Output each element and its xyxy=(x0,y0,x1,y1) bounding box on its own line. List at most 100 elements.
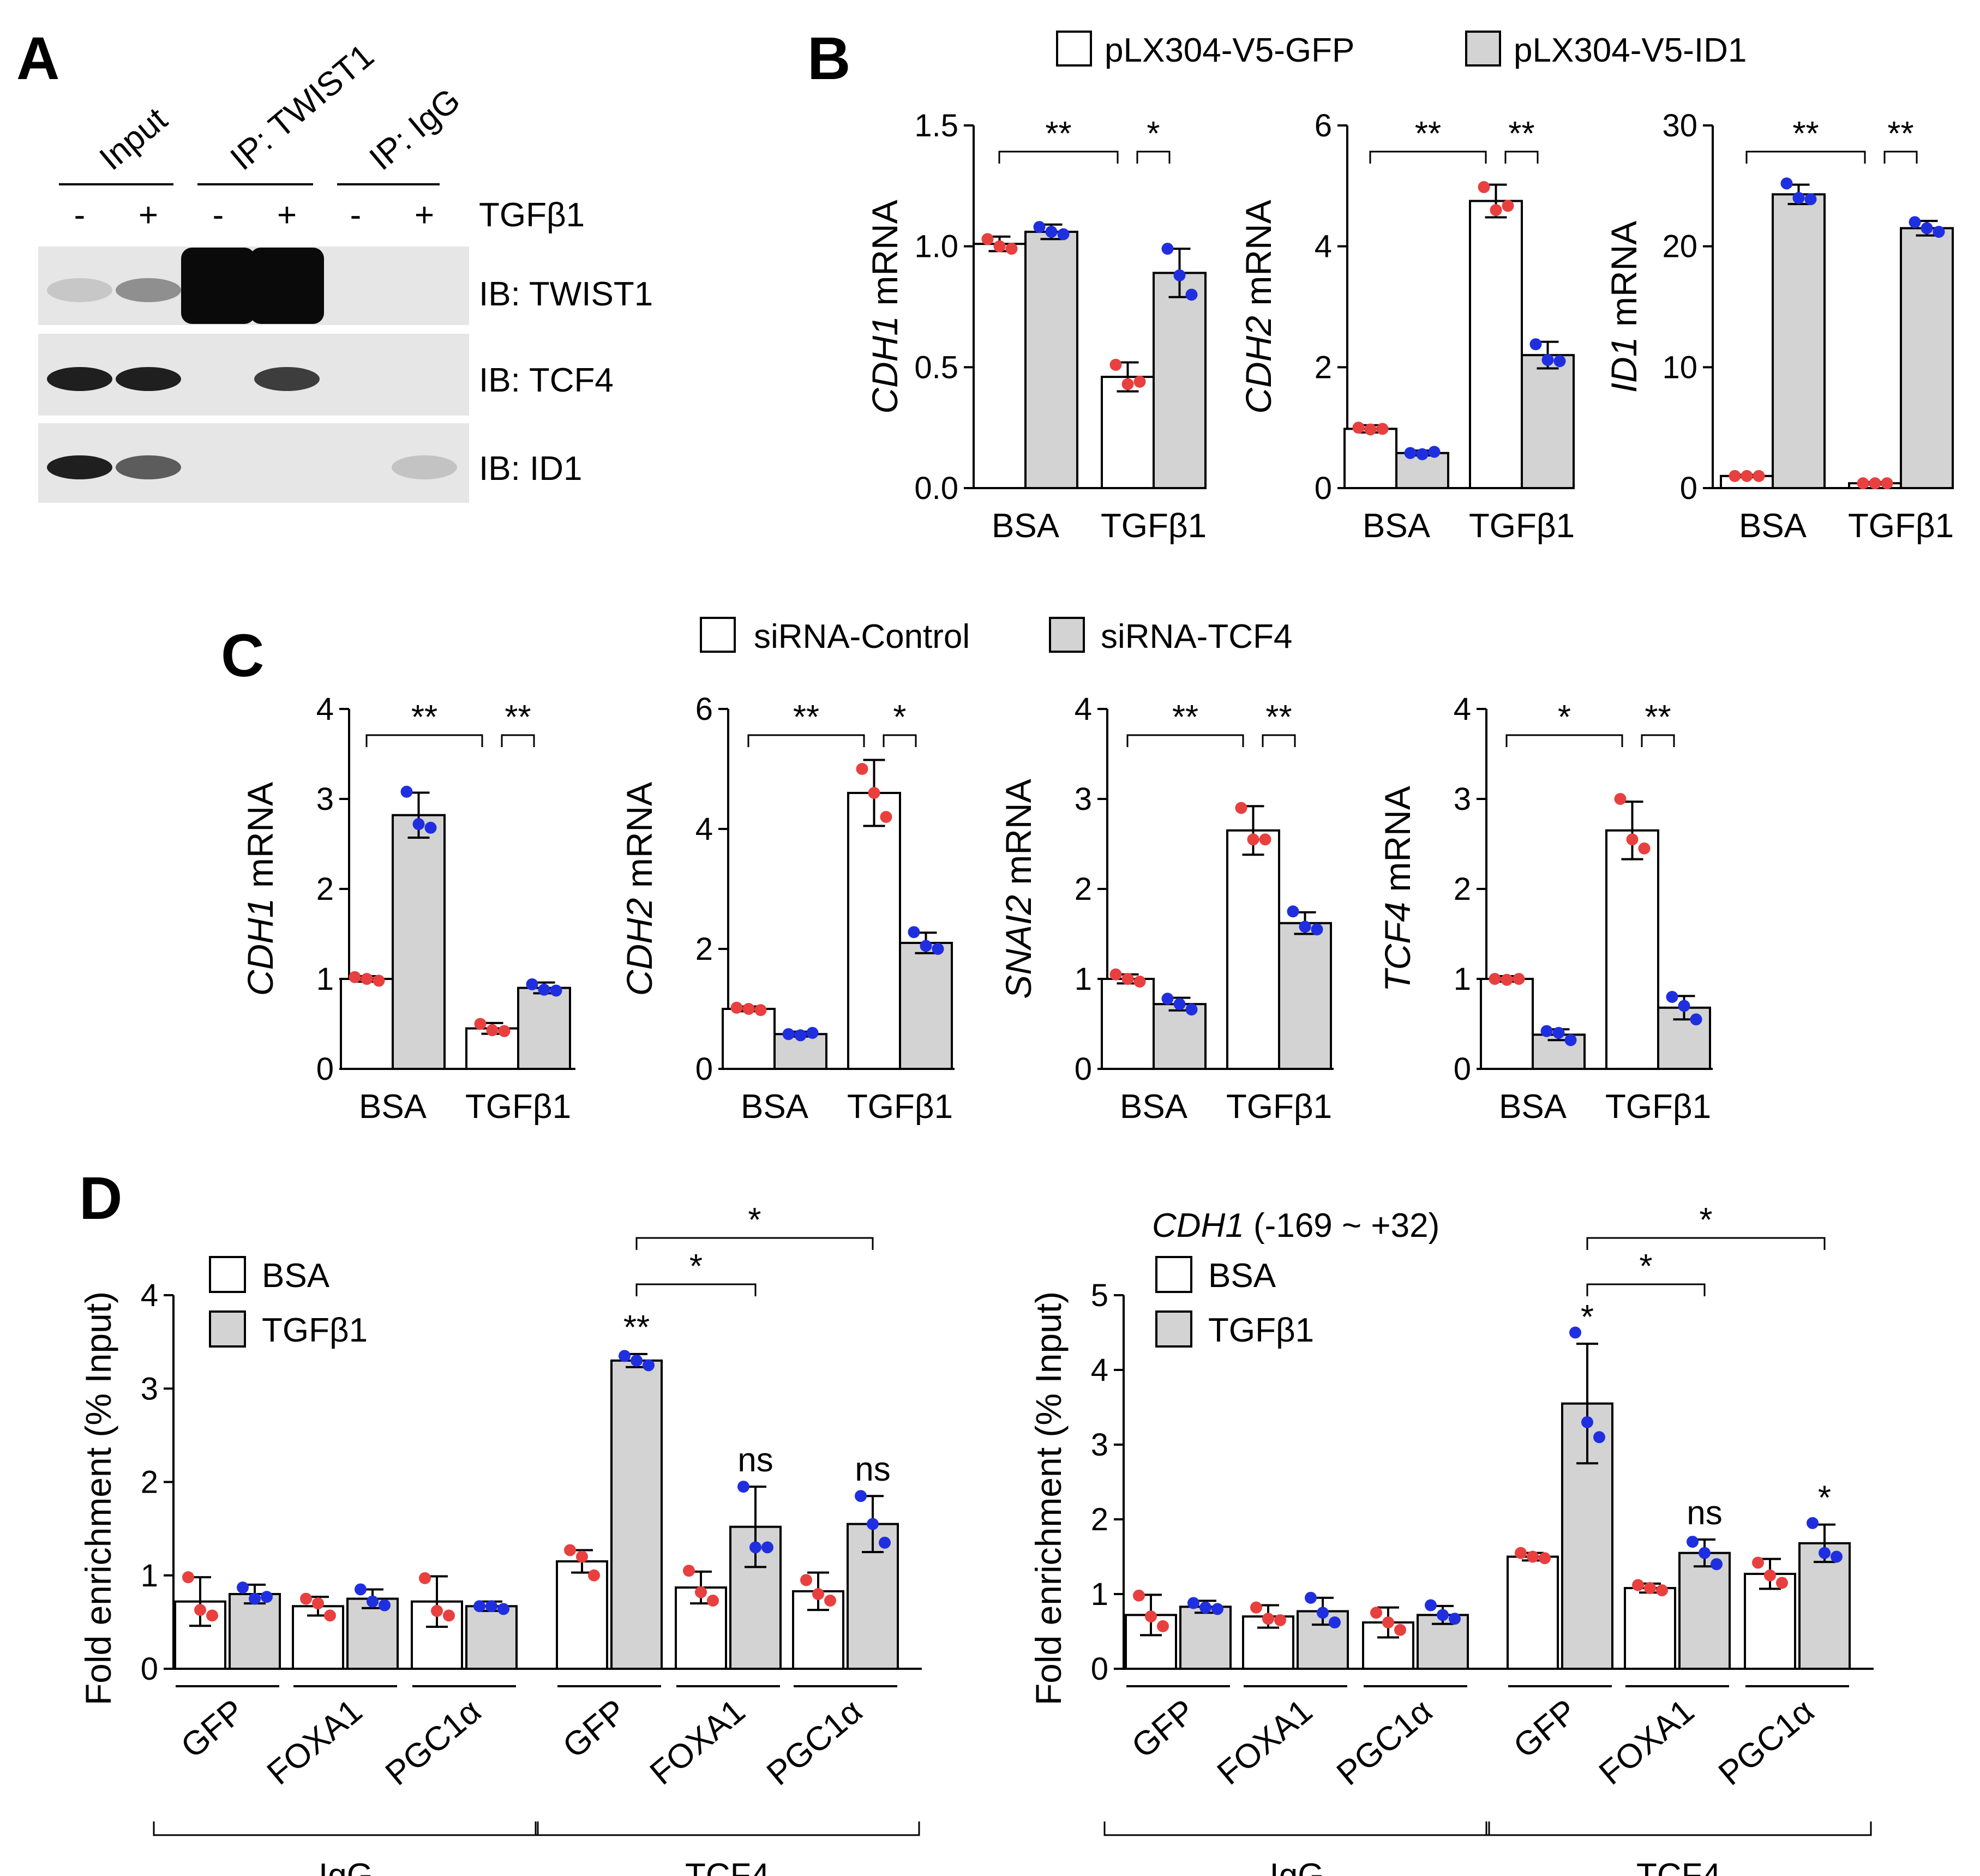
data-point xyxy=(1513,973,1525,985)
data-point xyxy=(619,1350,631,1362)
y-tick-label: 20 xyxy=(1662,229,1697,264)
bar xyxy=(847,792,901,1070)
bar xyxy=(1226,829,1280,1070)
data-point xyxy=(754,1004,767,1017)
y-tick-label: 4 xyxy=(1315,229,1332,264)
blot-band xyxy=(254,367,320,391)
y-tick-label: 0 xyxy=(1315,471,1332,506)
data-point xyxy=(367,1595,379,1608)
y-axis-label-gene: CDH1 xyxy=(240,898,280,996)
data-point xyxy=(1033,221,1046,233)
data-point xyxy=(1364,423,1377,436)
y-tick-label: 1 xyxy=(1454,961,1471,997)
significance-label: * xyxy=(748,1201,761,1239)
bar xyxy=(517,987,571,1070)
data-point xyxy=(355,1583,367,1596)
data-point xyxy=(312,1597,324,1610)
x-tick-label: TGFβ1 xyxy=(1101,507,1207,545)
data-point xyxy=(794,1029,807,1042)
data-point xyxy=(1133,375,1146,388)
data-point xyxy=(1109,968,1122,981)
blot-band xyxy=(116,367,181,391)
data-point xyxy=(588,1569,600,1582)
legend-label-tgfb1: TGFβ1 xyxy=(1208,1312,1314,1349)
data-point xyxy=(1807,1517,1819,1529)
y-tick-label: 0 xyxy=(1075,1051,1092,1087)
data-point xyxy=(908,926,920,939)
data-point xyxy=(1305,1591,1317,1604)
y-axis-label: CDH1 mRNA xyxy=(240,782,280,996)
data-point xyxy=(868,787,880,799)
y-tick-label: 1 xyxy=(1075,961,1092,997)
data-point xyxy=(1173,998,1186,1011)
significance-bracket xyxy=(501,734,535,747)
x-tick-label: PGC1α xyxy=(760,1692,869,1793)
bar xyxy=(465,1605,518,1670)
x-tick-label: BSA xyxy=(741,1088,809,1126)
significance-label: ** xyxy=(1887,115,1913,153)
data-point xyxy=(373,975,385,987)
data-point xyxy=(1437,1609,1449,1621)
significance-bracket xyxy=(1586,1237,1826,1250)
y-axis-label: SNAI2 mRNA xyxy=(998,779,1039,999)
blot-band xyxy=(392,455,457,479)
data-point xyxy=(182,1571,194,1584)
significance-label: ** xyxy=(1645,699,1671,736)
lane-label: + xyxy=(277,196,297,234)
bar xyxy=(1480,978,1534,1070)
x-tick-label: PGC1α xyxy=(379,1692,488,1793)
data-point xyxy=(782,1028,795,1041)
blot-band xyxy=(47,367,112,391)
data-point xyxy=(1502,200,1514,212)
data-point xyxy=(1311,923,1323,936)
lane-label: + xyxy=(415,196,434,234)
data-point xyxy=(1133,975,1146,988)
data-point xyxy=(424,821,437,834)
y-axis-label-gene: CDH2 xyxy=(1238,316,1279,414)
bar xyxy=(1278,922,1332,1070)
legend-swatch-sirna-control xyxy=(700,617,736,653)
bar xyxy=(1605,829,1659,1070)
bar xyxy=(392,814,446,1070)
lane-label: - xyxy=(350,196,362,234)
y-axis-label-unit: mRNA xyxy=(1238,200,1279,316)
data-point xyxy=(730,1001,743,1014)
significance-label: ** xyxy=(411,699,437,736)
data-point xyxy=(1529,338,1542,351)
data-point xyxy=(1909,216,1921,229)
panel-a-letter: A xyxy=(16,25,59,92)
x-tick-label: BSA xyxy=(1739,507,1807,545)
lane-label: - xyxy=(213,196,224,234)
data-point xyxy=(1262,1613,1274,1625)
y-tick-label: 4 xyxy=(141,1278,158,1313)
bar xyxy=(1798,1542,1851,1670)
y-tick-label: 4 xyxy=(1454,692,1471,727)
y-axis-label: ID1 mRNA xyxy=(1604,221,1644,393)
y-tick-label: 2 xyxy=(1075,871,1092,907)
y-tick-label: 0 xyxy=(1091,1651,1108,1687)
significance-label: ** xyxy=(505,699,531,736)
panel-b-letter: B xyxy=(807,25,850,92)
y-axis-label-unit: mRNA xyxy=(1604,221,1644,337)
data-point xyxy=(1287,905,1299,918)
data-point xyxy=(1157,1620,1169,1632)
data-point xyxy=(497,1603,509,1615)
data-point xyxy=(1933,226,1945,238)
data-point xyxy=(856,763,868,775)
y-axis-label-unit: mRNA xyxy=(240,782,280,898)
x-tick-label: GFP xyxy=(1125,1692,1202,1766)
y-tick-label: 0 xyxy=(695,1051,713,1087)
y-tick-label: 1.5 xyxy=(914,108,958,143)
chart-d-cdh2: 0 1 2 3 4 5 Fold enrichment (% Input) * ns * * * GFP… xyxy=(1028,1201,1874,1876)
legend-label-tgfb1: TGFβ1 xyxy=(262,1312,368,1349)
y-tick-label: 1.0 xyxy=(914,229,958,264)
y-tick-label: 2 xyxy=(1091,1502,1108,1537)
data-point xyxy=(1552,1027,1565,1039)
significance-label: ** xyxy=(793,699,819,736)
significance-label: ** xyxy=(1792,115,1819,153)
data-point xyxy=(419,1572,431,1584)
group-label: IgG xyxy=(319,1857,373,1876)
